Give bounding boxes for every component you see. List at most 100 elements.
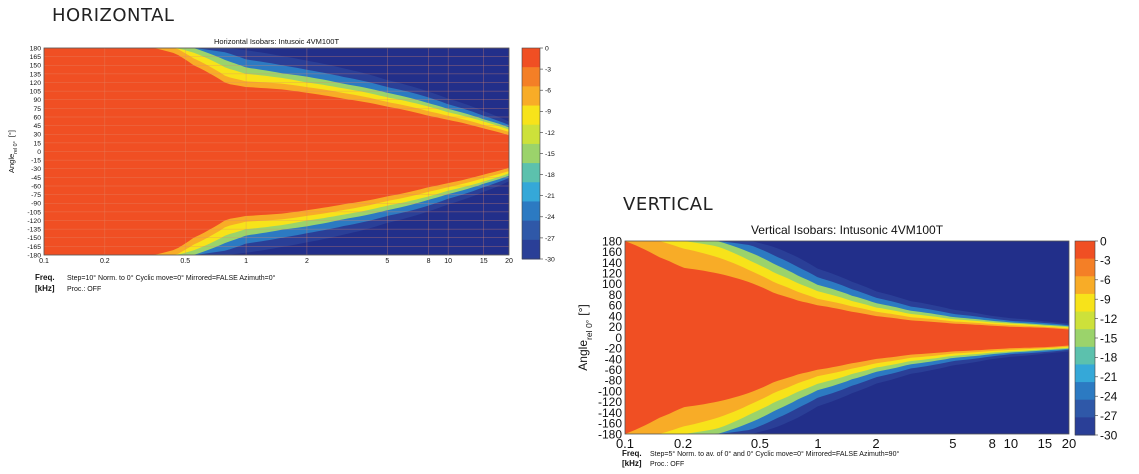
y-tick-label: -60: [31, 183, 41, 190]
y-tick-label: 60: [609, 299, 623, 313]
x-tick-label: 20: [1062, 436, 1076, 451]
band-minus-3db: [625, 241, 1069, 434]
horizontal-isobar-chart: Horizontal Isobars: Intusoic 4VM100T1801…: [7, 37, 575, 293]
colorbar-tick-label: -15: [1100, 331, 1118, 345]
vertical-section-label: VERTICAL: [623, 194, 714, 215]
colorbar-segment: [522, 201, 540, 222]
colorbar-tick-label: -3: [545, 67, 551, 74]
x-tick-label: 8: [427, 258, 431, 265]
y-tick-label: 45: [33, 123, 41, 130]
colorbar-segment: [522, 124, 540, 145]
y-tick-label: 120: [30, 80, 42, 87]
x-tick-label: 0.5: [180, 258, 190, 265]
colorbar-tick-label: -18: [1100, 351, 1118, 365]
colorbar-tick-label: -12: [545, 130, 555, 137]
y-tick-label: -20: [605, 342, 623, 356]
x-tick-label: 15: [480, 258, 488, 265]
x-tick-label: 10: [444, 258, 452, 265]
x-axis-label-unit: [kHz]: [35, 284, 55, 293]
chart-title: Vertical Isobars: Intusonic 4VM100T: [751, 223, 944, 237]
x-tick-label: 0.1: [616, 436, 634, 451]
x-tick-label: 0.5: [751, 436, 769, 451]
y-tick-label: 30: [33, 132, 41, 139]
x-tick-label: 2: [872, 436, 879, 451]
y-tick-label: 105: [30, 89, 42, 96]
y-tick-label: -160: [598, 417, 622, 431]
x-tick-label: 20: [505, 258, 513, 265]
x-tick-label: 2: [305, 258, 309, 265]
y-tick-label: 0: [615, 331, 622, 345]
y-tick-label: -15: [31, 158, 41, 165]
y-tick-label: -80: [605, 374, 623, 388]
footer-settings: Step=10° Norm. to 0° Cyclic move=0° Mirr…: [67, 274, 276, 282]
footer-settings: Step=5° Norm. to av. of 0° and 0° Cyclic…: [650, 450, 899, 458]
colorbar-tick-label: -30: [1100, 428, 1118, 442]
y-tick-label: 20: [609, 320, 623, 334]
x-tick-label: 5: [385, 258, 389, 265]
y-tick-label: -135: [27, 227, 41, 234]
y-tick-label: -180: [27, 252, 41, 259]
y-tick-label: 15: [33, 140, 41, 147]
y-tick-label: -75: [31, 192, 41, 199]
y-tick-label: 165: [30, 54, 42, 61]
colorbar-segment: [522, 182, 540, 202]
colorbar-tick-label: -24: [545, 214, 555, 221]
y-tick-label: -165: [27, 244, 41, 251]
colorbar-tick-label: 0: [545, 45, 549, 52]
colorbar-segment: [522, 48, 540, 68]
colorbar-segment: [1075, 258, 1095, 277]
colorbar-segment: [1075, 346, 1095, 365]
x-tick-label: 0.1: [39, 258, 49, 265]
y-axis-label: Anglerel 0°[°]: [576, 304, 594, 370]
x-tick-label: 5: [949, 436, 956, 451]
colorbar-segment: [1075, 382, 1095, 401]
y-axis-label: Anglerel 0°[°]: [7, 130, 19, 173]
colorbar-segment: [1075, 417, 1095, 436]
colorbar-tick-label: -3: [1100, 254, 1111, 268]
y-tick-label: -105: [27, 209, 41, 216]
y-tick-label: -120: [27, 218, 41, 225]
y-tick-label: -40: [605, 352, 623, 366]
y-tick-label: -150: [27, 235, 41, 242]
colorbar-segment: [1075, 311, 1095, 330]
colorbar-segment: [1075, 276, 1095, 295]
x-axis-label-freq: Freq.: [35, 273, 55, 282]
y-tick-label: -45: [31, 175, 41, 182]
x-tick-label: 0.2: [100, 258, 110, 265]
colorbar-segment: [522, 239, 540, 260]
y-tick-label: 0: [37, 149, 41, 156]
x-axis-label-unit: [kHz]: [622, 459, 642, 468]
colorbar-tick-label: -9: [1100, 293, 1111, 307]
y-tick-label: 75: [33, 106, 41, 113]
y-tick-label: 40: [609, 309, 623, 323]
vertical-isobar-panel: VERTICAL Vertical Isobars: Intusonic 4VM…: [570, 190, 1139, 469]
plot-border: [624, 240, 1070, 435]
colorbar-tick-label: -27: [1100, 409, 1118, 423]
colorbar-tick-label: -21: [1100, 370, 1118, 384]
footer-processing: Proc.: OFF: [67, 286, 101, 293]
y-tick-label: -180: [598, 427, 622, 441]
horizontal-section-label: HORIZONTAL: [52, 5, 175, 26]
y-tick-label: 120: [602, 266, 622, 280]
colorbar-segment: [522, 163, 540, 183]
y-tick-label: 100: [602, 277, 622, 291]
x-tick-label: 10: [1004, 436, 1018, 451]
x-axis-label-freq: Freq.: [622, 449, 642, 458]
colorbar-segment: [522, 143, 540, 164]
y-tick-label: -90: [31, 201, 41, 208]
colorbar-tick-label: -12: [1100, 312, 1118, 326]
plot-border: [43, 47, 510, 256]
y-tick-label: 135: [30, 71, 42, 78]
colorbar-tick-label: -30: [545, 256, 555, 263]
y-tick-label: -120: [598, 395, 622, 409]
colorbar-tick-label: -15: [545, 151, 555, 158]
x-tick-label: 15: [1038, 436, 1052, 451]
colorbar-segment: [1075, 364, 1095, 383]
y-tick-label: 160: [602, 245, 622, 259]
y-tick-label: 60: [33, 114, 41, 121]
colorbar-tick-label: -21: [545, 193, 555, 200]
y-tick-label: 80: [609, 288, 623, 302]
colorbar-segment: [522, 86, 540, 107]
colorbar-tick-label: 0: [1100, 234, 1107, 248]
y-tick-label: 90: [33, 97, 41, 104]
